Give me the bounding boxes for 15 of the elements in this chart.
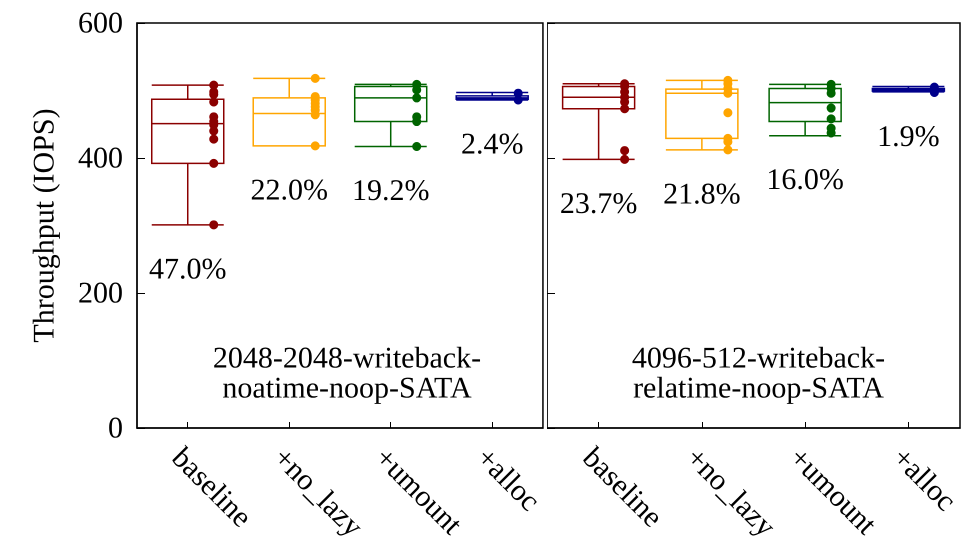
text: 2048-2048-writeback- noatime-noop-SATA — [212, 342, 482, 404]
annotation: 16.0% — [766, 163, 844, 196]
annotation: 23.7% — [560, 186, 638, 220]
y-tick-label: 200 — [78, 276, 123, 310]
text: 4096-512-writeback- relatime-noop-SATA — [632, 342, 886, 404]
annotation: 1.9% — [877, 120, 940, 154]
y-tick-label: 400 — [78, 142, 123, 174]
annotation: 19.2% — [352, 174, 430, 208]
y-tick-label: 600 — [78, 6, 123, 40]
annotation: 22.0% — [250, 173, 328, 206]
y-tick-label: 0 — [108, 412, 123, 444]
y-axis-title: Throughput (IOPS) — [28, 108, 60, 343]
annotation: 47.0% — [148, 252, 226, 286]
annotation: 2.4% — [460, 127, 524, 160]
annotation: 21.8% — [663, 177, 741, 210]
